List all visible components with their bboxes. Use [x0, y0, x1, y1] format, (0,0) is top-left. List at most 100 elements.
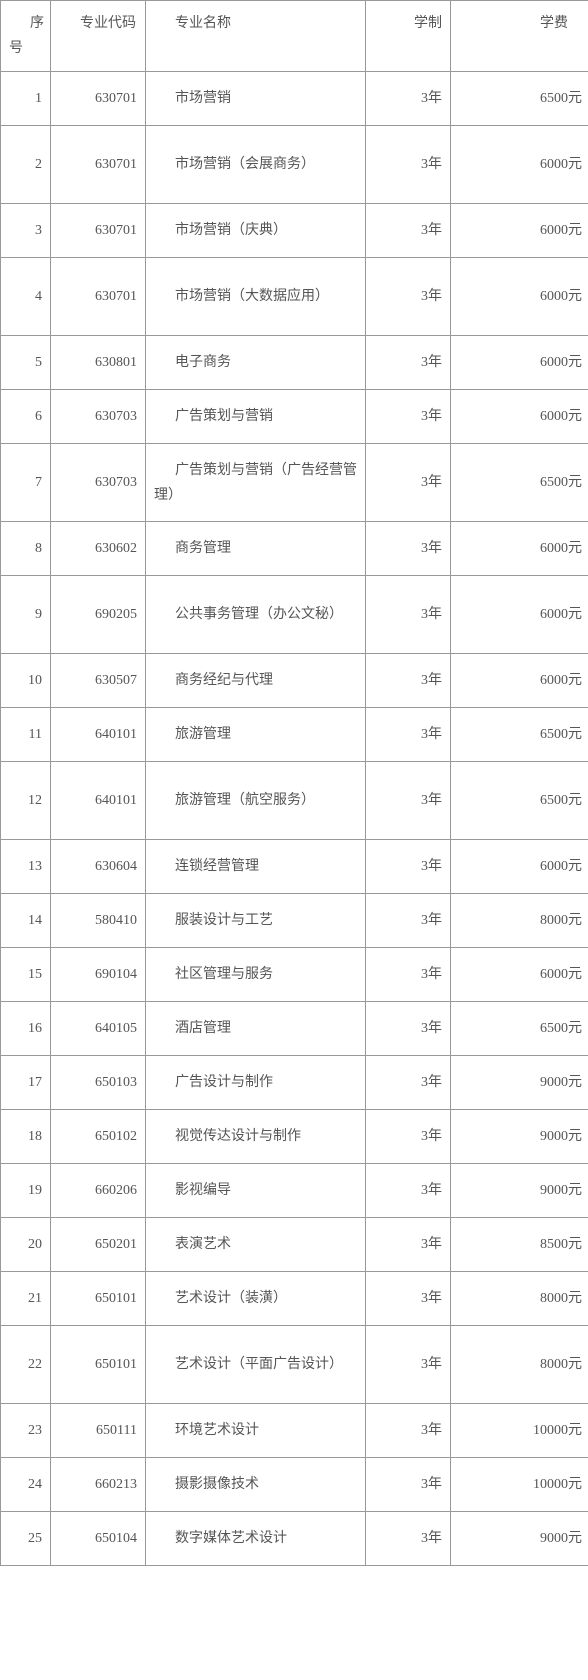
cell-seq: 1 [1, 72, 51, 126]
cell-code: 690205 [51, 576, 146, 654]
table-row: 22650101艺术设计（平面广告设计）3年8000元 [1, 1326, 588, 1404]
cell-name: 商务经纪与代理 [146, 654, 366, 708]
cell-code: 650101 [51, 1326, 146, 1404]
cell-dur: 3年 [366, 948, 451, 1002]
cell-seq: 7 [1, 444, 51, 522]
cell-dur: 3年 [366, 126, 451, 204]
table-row: 3630701市场营销（庆典）3年6000元 [1, 204, 588, 258]
table-row: 11640101旅游管理3年6500元 [1, 708, 588, 762]
table-row: 12640101旅游管理（航空服务）3年6500元 [1, 762, 588, 840]
cell-code: 690104 [51, 948, 146, 1002]
cell-dur: 3年 [366, 708, 451, 762]
cell-dur: 3年 [366, 840, 451, 894]
cell-name: 影视编导 [146, 1164, 366, 1218]
cell-fee: 6000元 [451, 336, 588, 390]
table-body: 1630701市场营销3年6500元2630701市场营销（会展商务）3年600… [1, 72, 588, 1566]
cell-code: 650201 [51, 1218, 146, 1272]
cell-fee: 9000元 [451, 1056, 588, 1110]
table-row: 1630701市场营销3年6500元 [1, 72, 588, 126]
cell-code: 660213 [51, 1458, 146, 1512]
cell-dur: 3年 [366, 1326, 451, 1404]
cell-code: 630507 [51, 654, 146, 708]
cell-name: 市场营销（大数据应用） [146, 258, 366, 336]
cell-name: 市场营销（庆典） [146, 204, 366, 258]
cell-dur: 3年 [366, 336, 451, 390]
table-row: 18650102视觉传达设计与制作3年9000元 [1, 1110, 588, 1164]
cell-seq: 18 [1, 1110, 51, 1164]
cell-seq: 9 [1, 576, 51, 654]
table-header-row: 序号 专业代码 专业名称 学制 学费 [1, 1, 588, 72]
cell-fee: 6500元 [451, 1002, 588, 1056]
cell-name: 公共事务管理（办公文秘） [146, 576, 366, 654]
cell-name: 旅游管理（航空服务） [146, 762, 366, 840]
cell-code: 650102 [51, 1110, 146, 1164]
cell-fee: 8000元 [451, 1326, 588, 1404]
cell-seq: 8 [1, 522, 51, 576]
table-row: 9690205公共事务管理（办公文秘）3年6000元 [1, 576, 588, 654]
cell-code: 640101 [51, 708, 146, 762]
cell-seq: 13 [1, 840, 51, 894]
cell-code: 640105 [51, 1002, 146, 1056]
cell-dur: 3年 [366, 444, 451, 522]
cell-fee: 10000元 [451, 1458, 588, 1512]
table-row: 7630703广告策划与营销（广告经营管理）3年6500元 [1, 444, 588, 522]
cell-code: 650101 [51, 1272, 146, 1326]
cell-dur: 3年 [366, 1110, 451, 1164]
cell-fee: 6500元 [451, 762, 588, 840]
cell-seq: 11 [1, 708, 51, 762]
cell-name: 数字媒体艺术设计 [146, 1512, 366, 1566]
cell-fee: 9000元 [451, 1512, 588, 1566]
table-row: 16640105酒店管理3年6500元 [1, 1002, 588, 1056]
cell-fee: 9000元 [451, 1110, 588, 1164]
col-header-seq: 序号 [1, 1, 51, 72]
cell-code: 630703 [51, 390, 146, 444]
cell-code: 630602 [51, 522, 146, 576]
table-row: 6630703广告策划与营销3年6000元 [1, 390, 588, 444]
cell-code: 650103 [51, 1056, 146, 1110]
cell-code: 660206 [51, 1164, 146, 1218]
cell-name: 社区管理与服务 [146, 948, 366, 1002]
table-row: 17650103广告设计与制作3年9000元 [1, 1056, 588, 1110]
cell-code: 630801 [51, 336, 146, 390]
cell-fee: 6000元 [451, 126, 588, 204]
table-row: 24660213摄影摄像技术3年10000元 [1, 1458, 588, 1512]
cell-fee: 6000元 [451, 258, 588, 336]
cell-code: 630701 [51, 204, 146, 258]
cell-name: 市场营销（会展商务） [146, 126, 366, 204]
table-row: 13630604连锁经营管理3年6000元 [1, 840, 588, 894]
cell-seq: 5 [1, 336, 51, 390]
cell-seq: 3 [1, 204, 51, 258]
cell-dur: 3年 [366, 258, 451, 336]
cell-dur: 3年 [366, 204, 451, 258]
table-row: 21650101艺术设计（装潢）3年8000元 [1, 1272, 588, 1326]
cell-seq: 22 [1, 1326, 51, 1404]
cell-dur: 3年 [366, 1002, 451, 1056]
table-row: 20650201表演艺术3年8500元 [1, 1218, 588, 1272]
cell-fee: 8000元 [451, 1272, 588, 1326]
cell-fee: 6000元 [451, 654, 588, 708]
cell-fee: 6000元 [451, 840, 588, 894]
cell-dur: 3年 [366, 1404, 451, 1458]
cell-code: 630701 [51, 258, 146, 336]
cell-code: 630604 [51, 840, 146, 894]
cell-name: 艺术设计（装潢） [146, 1272, 366, 1326]
majors-table: 序号 专业代码 专业名称 学制 学费 1630701市场营销3年6500元263… [0, 0, 588, 1566]
cell-seq: 14 [1, 894, 51, 948]
cell-seq: 2 [1, 126, 51, 204]
cell-name: 服装设计与工艺 [146, 894, 366, 948]
table-row: 8630602商务管理3年6000元 [1, 522, 588, 576]
table-row: 4630701市场营销（大数据应用）3年6000元 [1, 258, 588, 336]
cell-code: 630701 [51, 72, 146, 126]
table-row: 14580410服装设计与工艺3年8000元 [1, 894, 588, 948]
cell-fee: 6500元 [451, 444, 588, 522]
cell-dur: 3年 [366, 1164, 451, 1218]
cell-seq: 23 [1, 1404, 51, 1458]
cell-fee: 10000元 [451, 1404, 588, 1458]
cell-dur: 3年 [366, 1458, 451, 1512]
cell-seq: 25 [1, 1512, 51, 1566]
cell-seq: 19 [1, 1164, 51, 1218]
cell-dur: 3年 [366, 654, 451, 708]
col-header-name: 专业名称 [146, 1, 366, 72]
cell-fee: 6000元 [451, 204, 588, 258]
cell-dur: 3年 [366, 522, 451, 576]
